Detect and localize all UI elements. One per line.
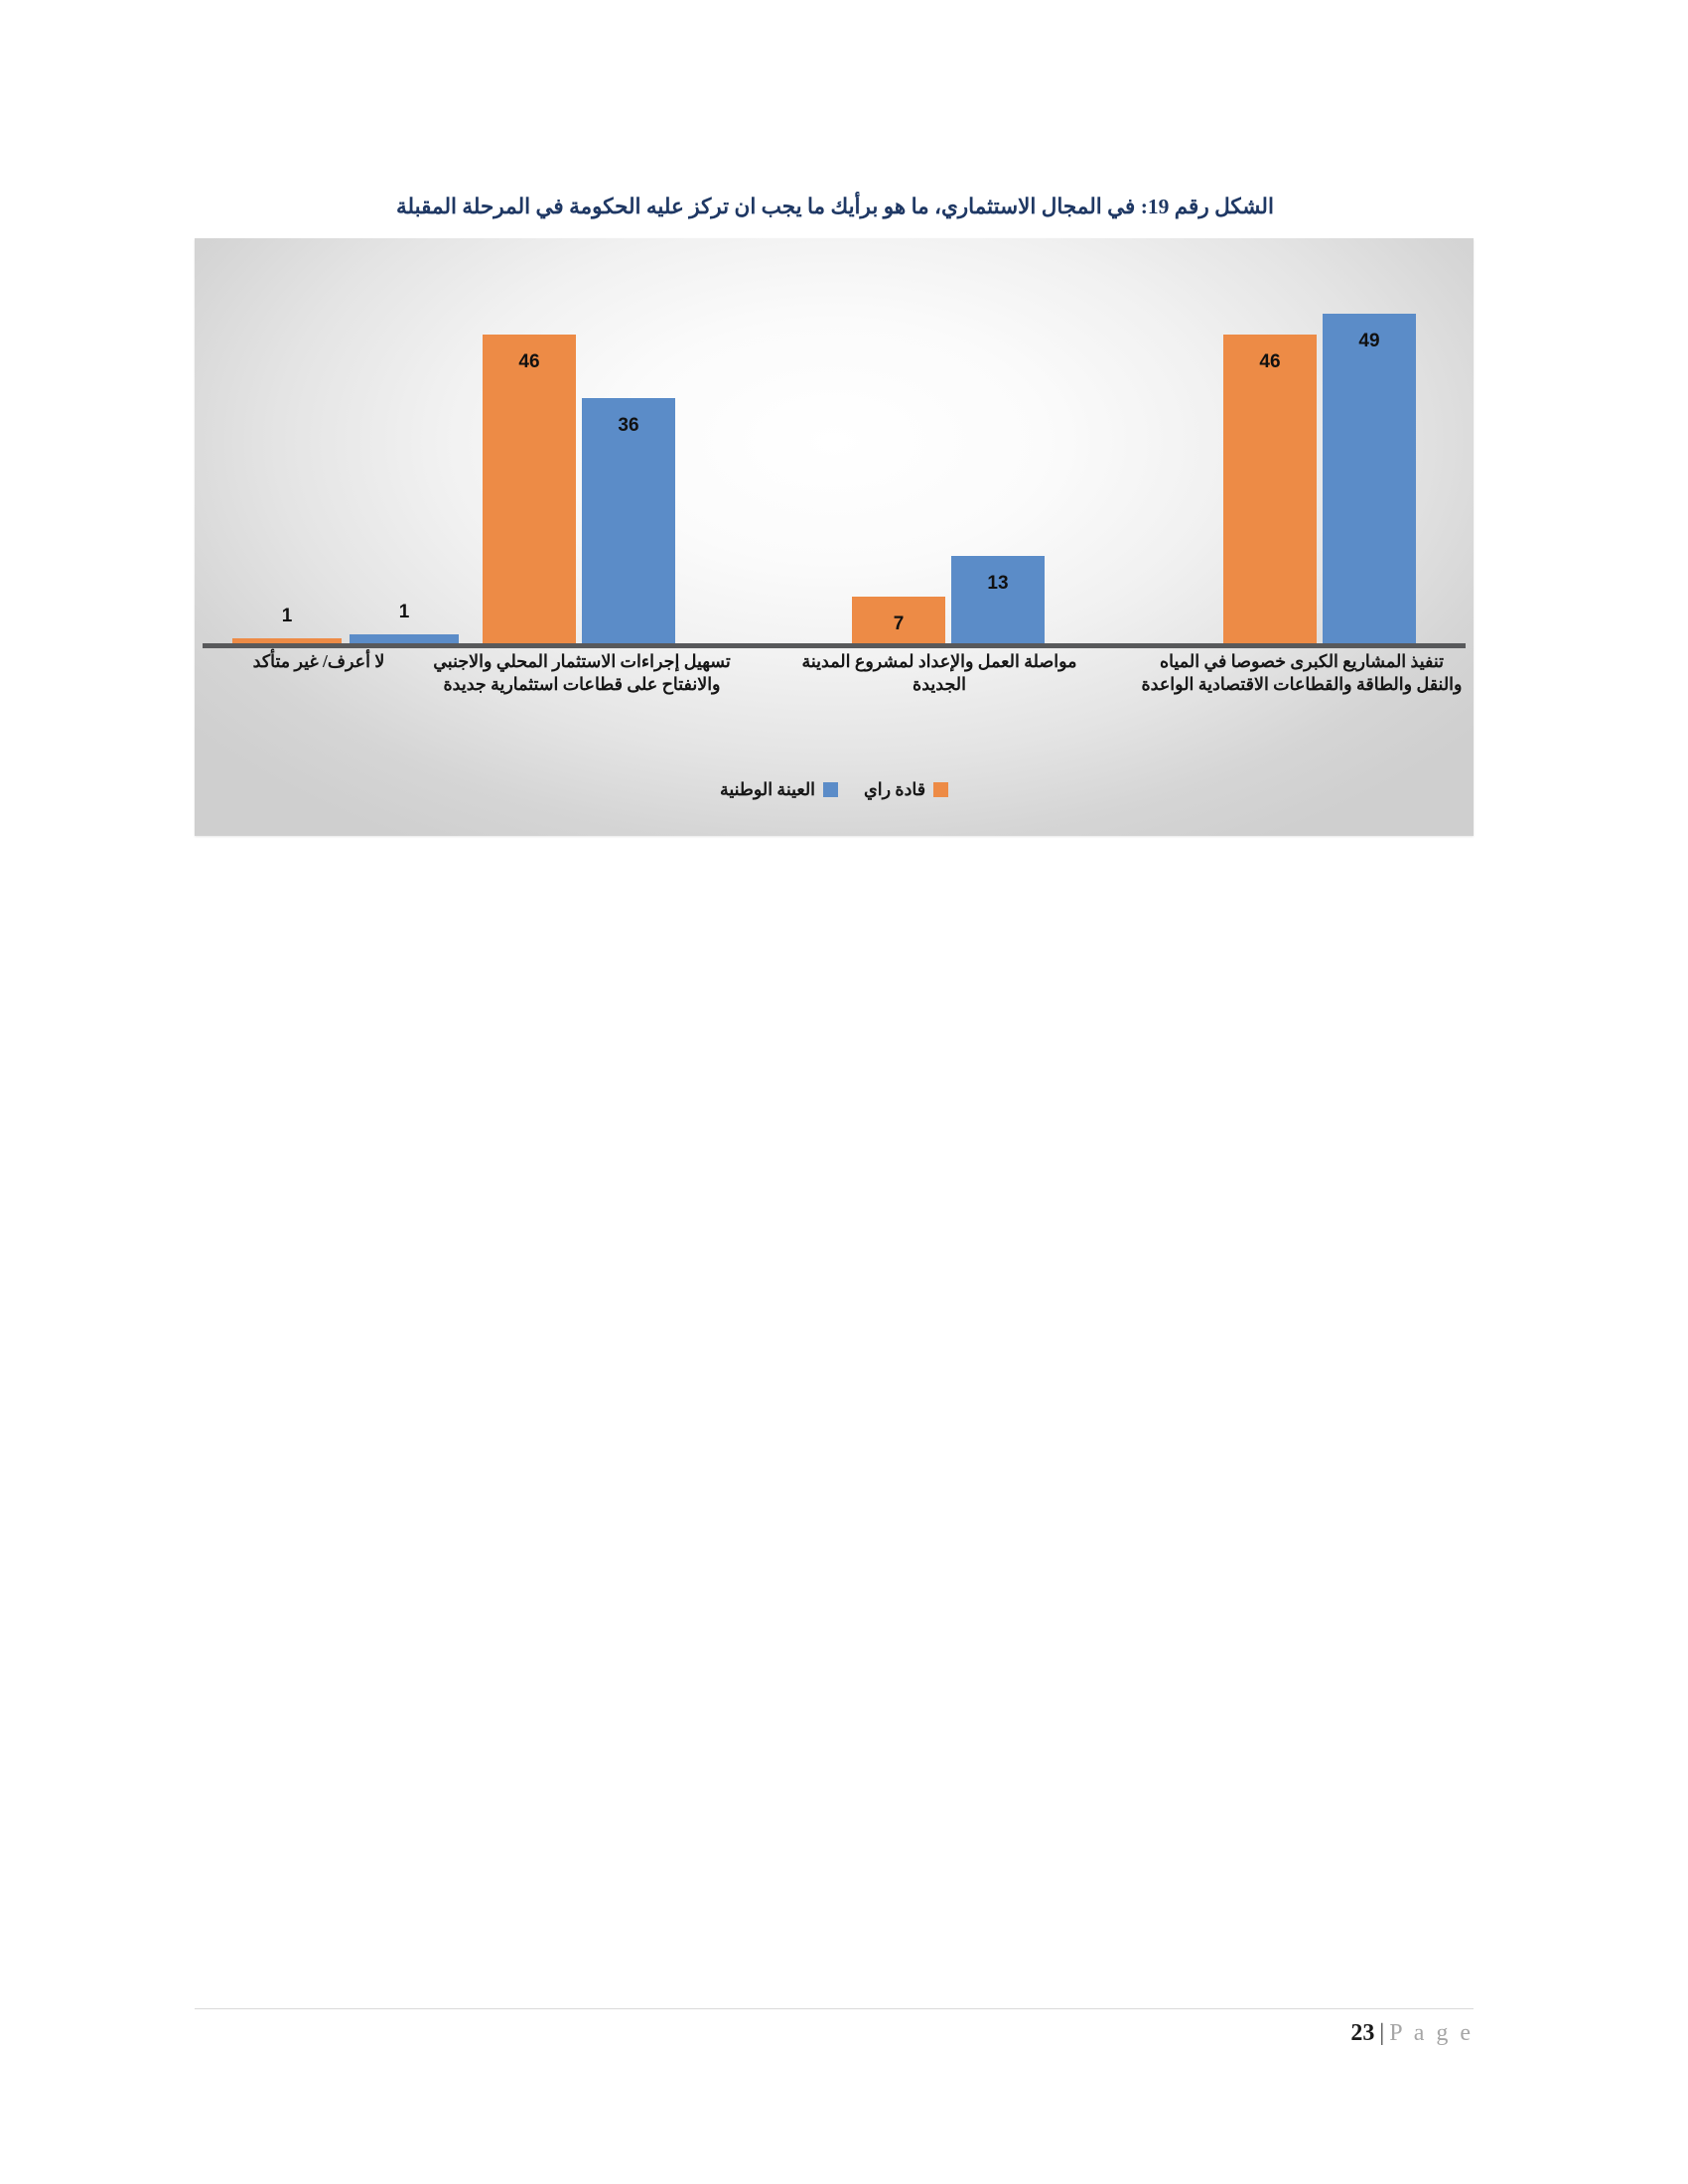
page-footer: 23 | P a g e — [1350, 2018, 1474, 2048]
footer-page-number: 23 — [1350, 2020, 1375, 2046]
category-label-2: مواصلة العمل والإعداد لمشروع المدينة الج… — [801, 651, 1077, 694]
category-label-4: لا أعرف/ غير متأكد — [252, 651, 385, 671]
bar-national-sample-2[interactable]: 13 — [951, 556, 1045, 643]
bar-rect: 49 — [1323, 314, 1416, 643]
bar-value-label: 13 — [987, 573, 1009, 594]
legend-swatch-blue-icon — [823, 781, 839, 797]
legend-label-opinion-leaders: قادة راي — [864, 779, 926, 799]
bar-rect: 13 — [951, 556, 1045, 643]
bar-group-3: 46 36 — [483, 242, 701, 643]
bar-opinion-leaders-2[interactable]: 7 — [852, 597, 945, 643]
legend-item-opinion-leaders[interactable]: قادة راي — [864, 779, 949, 799]
footer-divider — [195, 2008, 1474, 2009]
bar-opinion-leaders-3[interactable]: 46 — [483, 335, 576, 643]
category-label-3: تسهيل إجراءات الاستثمار المحلي والاجنبي … — [433, 651, 731, 694]
legend-item-national-sample[interactable]: العينة الوطنية — [719, 779, 839, 799]
bar-opinion-leaders-1[interactable]: 46 — [1223, 335, 1317, 643]
footer-separator: | — [1379, 2020, 1385, 2046]
footer-page-word: P a g e — [1389, 2020, 1474, 2046]
bar-rect: 7 — [852, 597, 945, 643]
bar-value-label: 1 — [281, 606, 293, 626]
figure-19: الشكل رقم 19: في المجال الاستثماري، ما ه… — [195, 192, 1474, 837]
bar-rect: 1 — [350, 603, 459, 643]
bar-group-2: 7 13 — [852, 242, 1070, 643]
category-label-1: تنفيذ المشاريع الكبرى خصوصا في المياه وا… — [1141, 651, 1463, 694]
bar-opinion-leaders-4[interactable]: 1 — [232, 607, 342, 643]
bar-rect: 46 — [1223, 335, 1317, 643]
chart-plot-frame: 46 49 7 — [195, 238, 1474, 836]
legend-label-national-sample: العينة الوطنية — [719, 779, 816, 799]
x-axis-line — [203, 643, 1466, 648]
bar-rect: 1 — [232, 607, 342, 643]
chart-plot-area: 46 49 7 — [195, 238, 1474, 648]
legend-swatch-orange-icon — [933, 781, 949, 797]
bar-value-label: 36 — [618, 415, 639, 436]
x-axis-category-labels: تنفيذ المشاريع الكبرى خصوصا في المياه وا… — [195, 650, 1474, 764]
bar-national-sample-4[interactable]: 1 — [350, 603, 459, 643]
bar-rect: 36 — [582, 398, 675, 643]
bar-value-label: 1 — [398, 602, 410, 622]
bar-national-sample-1[interactable]: 49 — [1323, 314, 1416, 643]
bar-value-label: 46 — [1259, 351, 1281, 372]
bar-group-1: 46 49 — [1223, 242, 1442, 643]
bar-value-label: 49 — [1358, 331, 1380, 351]
bar-value-label: 7 — [893, 614, 905, 634]
bar-value-label: 46 — [518, 351, 540, 372]
chart-title: الشكل رقم 19: في المجال الاستثماري، ما ه… — [396, 195, 1274, 218]
bar-rect: 46 — [483, 335, 576, 643]
chart-legend: قادة راي العينة الوطنية — [195, 779, 1474, 799]
bar-national-sample-3[interactable]: 36 — [582, 398, 675, 643]
bar-group-4: 1 1 — [232, 242, 459, 643]
